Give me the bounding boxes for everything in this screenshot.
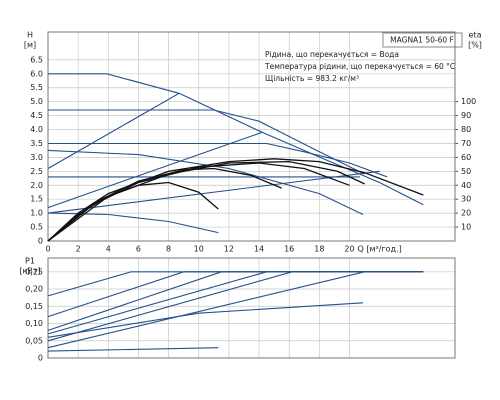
y-axis-label: P1 (25, 257, 35, 266)
curve (47, 92, 180, 169)
y-tick-label: 2.5 (30, 167, 43, 176)
y-axis-label: H (27, 31, 33, 40)
x-tick-label: 0 (45, 245, 50, 254)
y-tick-label: 2.0 (30, 181, 43, 190)
y2-tick-label: 50 (461, 167, 471, 176)
curve (47, 271, 424, 349)
x-tick-label: 18 (314, 245, 324, 254)
curve (48, 142, 388, 178)
efficiency-curve (47, 167, 282, 242)
model: MAGNA1 50-60 F (390, 36, 454, 45)
info-line: Рідина, що перекачується = Вода (265, 50, 399, 59)
x-tick-label: 14 (254, 245, 264, 254)
curve (47, 170, 380, 214)
x-tick-label: 8 (166, 245, 171, 254)
efficiency-curve (47, 160, 365, 242)
y2-tick-label: 30 (461, 195, 471, 204)
curve (47, 131, 263, 209)
model-box (382, 32, 463, 48)
x-tick-label: 16 (284, 245, 294, 254)
efficiency-curve (47, 162, 350, 242)
x-axis-label: Q [м³/год.] (358, 245, 402, 254)
x-tick-label: 20 (344, 245, 354, 254)
plot-area (48, 258, 455, 358)
curve (47, 347, 219, 352)
y2-tick-label: 10 (461, 223, 471, 232)
y2-axis-label: eta (469, 31, 482, 40)
curve (47, 149, 364, 215)
plot-frame (47, 31, 456, 242)
x-tick-label: 2 (76, 245, 81, 254)
y-tick-label: 1.5 (30, 195, 43, 204)
y-tick-label: 3.5 (30, 139, 43, 148)
y2-tick-label: 40 (461, 181, 471, 190)
y-tick-label: 3.0 (30, 153, 43, 162)
y2-tick-label: 90 (461, 111, 471, 120)
x-tick-label: 10 (194, 245, 204, 254)
y-tick-label: 0,25 (25, 267, 43, 276)
y-tick-label: 5.0 (30, 97, 43, 106)
x-tick-label: 12 (224, 245, 234, 254)
y-tick-label: 0,05 (25, 336, 43, 345)
y2-tick-label: 100 (461, 97, 476, 106)
y-tick-label: 0.5 (30, 223, 43, 232)
y-tick-label: 1.0 (30, 209, 43, 218)
y-tick-label: 6.0 (30, 69, 43, 78)
plot-frame (47, 257, 456, 359)
y-axis-unit: [м] (24, 41, 36, 50)
info-line: Температура рідини, що перекачується = 6… (264, 62, 455, 71)
y-tick-label: 0 (38, 237, 43, 246)
x-tick-label: 4 (106, 245, 111, 254)
y-tick-label: 6.5 (30, 55, 43, 64)
curve (47, 302, 364, 338)
x-tick-label: 6 (136, 245, 141, 254)
y2-tick-label: 60 (461, 153, 471, 162)
y2-tick-label: 70 (461, 139, 471, 148)
y2-tick-label: 80 (461, 125, 471, 134)
y2-axis-unit: [%] (468, 41, 482, 50)
y-tick-label: 0,15 (25, 302, 43, 311)
y-axis-unit: [кВт] (19, 267, 40, 276)
info-line: Щільність = 983.2 кг/м³ (265, 74, 359, 83)
y-tick-label: 0,20 (25, 285, 43, 294)
y-tick-label: 0 (38, 354, 43, 363)
efficiency-curve (47, 158, 424, 242)
y-tick-label: 5.5 (30, 83, 43, 92)
y-tick-label: 4.5 (30, 111, 43, 120)
y-tick-label: 0,10 (25, 319, 43, 328)
y2-tick-label: 20 (461, 209, 471, 218)
y-tick-label: 4.0 (30, 125, 43, 134)
